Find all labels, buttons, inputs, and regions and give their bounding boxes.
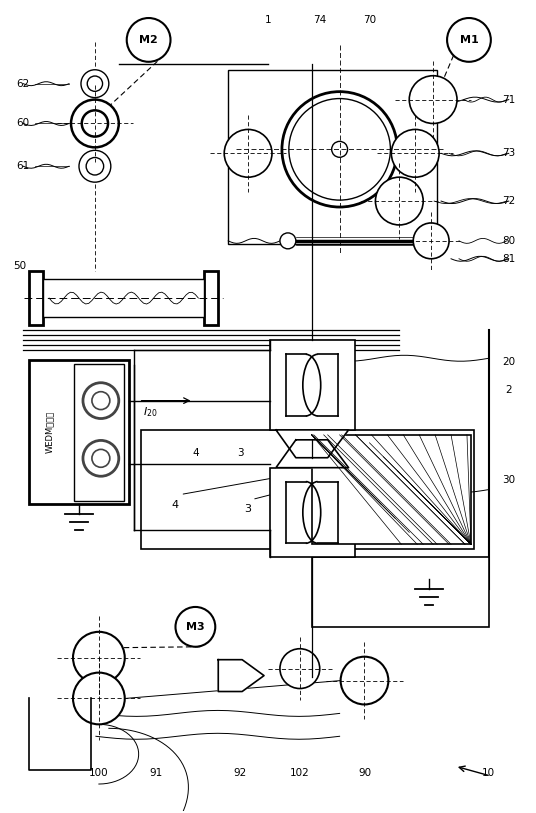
Circle shape (375, 177, 423, 225)
Bar (270, 467, 354, 557)
Text: $I_{30}$: $I_{30}$ (143, 469, 157, 483)
Text: M2: M2 (139, 35, 158, 45)
Text: 10: 10 (482, 768, 495, 778)
Text: 4: 4 (172, 499, 179, 510)
Text: 4: 4 (192, 448, 199, 458)
Bar (312, 557, 489, 627)
Circle shape (413, 223, 449, 259)
Circle shape (73, 632, 125, 684)
Text: 100: 100 (89, 768, 109, 778)
Text: 50: 50 (13, 261, 26, 271)
Circle shape (280, 649, 320, 689)
Bar (140, 430, 474, 550)
Text: 80: 80 (502, 236, 515, 246)
Circle shape (282, 92, 397, 207)
Circle shape (332, 141, 347, 157)
Text: 20: 20 (502, 357, 515, 367)
Bar (43, 279, 204, 317)
Text: M3: M3 (186, 622, 205, 632)
Bar (204, 271, 218, 325)
Text: 2: 2 (505, 385, 512, 395)
Text: WEDM发电机: WEDM发电机 (44, 411, 54, 454)
Bar (228, 70, 437, 244)
Bar (312, 435, 471, 544)
Text: 1: 1 (265, 15, 271, 25)
Text: 70: 70 (363, 15, 376, 25)
Circle shape (447, 18, 491, 62)
Bar (74, 364, 124, 501)
Text: 62: 62 (17, 79, 30, 89)
Bar (29, 271, 43, 325)
Text: 71: 71 (502, 94, 516, 105)
Circle shape (280, 233, 296, 249)
Text: 90: 90 (358, 768, 371, 778)
Circle shape (73, 672, 125, 724)
Polygon shape (286, 354, 306, 416)
Text: 72: 72 (502, 196, 516, 206)
Circle shape (391, 129, 439, 177)
Circle shape (126, 18, 170, 62)
Text: 60: 60 (17, 119, 30, 128)
Circle shape (83, 441, 119, 476)
Polygon shape (276, 430, 348, 458)
Circle shape (83, 383, 119, 419)
Polygon shape (218, 659, 264, 692)
Text: $I_{20}$: $I_{20}$ (143, 406, 157, 420)
Bar (270, 341, 354, 430)
Circle shape (224, 129, 272, 177)
Text: 73: 73 (502, 148, 516, 159)
Text: 81: 81 (502, 254, 516, 263)
Text: 74: 74 (313, 15, 326, 25)
Text: M1: M1 (459, 35, 478, 45)
Text: 61: 61 (17, 161, 30, 172)
Text: 91: 91 (149, 768, 162, 778)
Circle shape (175, 607, 215, 647)
Bar (29, 360, 129, 505)
Polygon shape (276, 440, 348, 467)
Circle shape (81, 70, 109, 98)
Text: 30: 30 (502, 475, 515, 485)
Text: 102: 102 (290, 768, 310, 778)
Circle shape (340, 657, 389, 704)
Text: 3: 3 (237, 448, 243, 458)
Circle shape (410, 76, 457, 124)
Circle shape (79, 150, 111, 182)
Text: 92: 92 (234, 768, 247, 778)
Text: 3: 3 (244, 505, 251, 515)
Circle shape (71, 100, 119, 147)
